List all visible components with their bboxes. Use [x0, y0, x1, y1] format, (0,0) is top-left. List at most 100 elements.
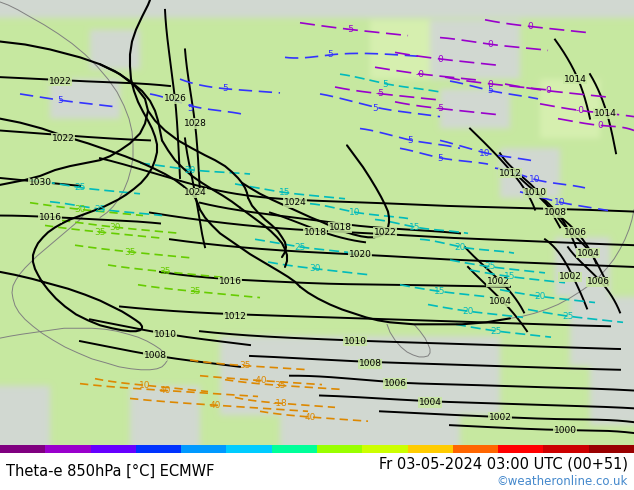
Text: 0: 0: [437, 55, 443, 64]
Bar: [362, 445, 408, 453]
Text: 35: 35: [190, 287, 201, 296]
Text: 35: 35: [159, 268, 171, 276]
Text: 25: 25: [74, 183, 86, 193]
Text: 10: 10: [139, 381, 151, 390]
Text: 30: 30: [74, 205, 86, 214]
Text: 1008: 1008: [543, 208, 567, 217]
Text: 25: 25: [94, 205, 106, 214]
Text: 0: 0: [487, 79, 493, 89]
Text: 20: 20: [534, 292, 546, 301]
Bar: [498, 445, 543, 453]
Bar: [317, 445, 362, 453]
Text: 1024: 1024: [283, 198, 306, 207]
Text: 5: 5: [487, 86, 493, 96]
Bar: [91, 445, 136, 453]
Bar: [272, 445, 317, 453]
Text: 40: 40: [159, 386, 171, 395]
Text: 5: 5: [437, 154, 443, 163]
Text: Fr 03-05-2024 03:00 UTC (00+51): Fr 03-05-2024 03:00 UTC (00+51): [378, 456, 628, 471]
Text: -0: -0: [576, 106, 585, 115]
Text: 10: 10: [349, 208, 361, 217]
Bar: [181, 445, 226, 453]
Text: 5: 5: [382, 79, 388, 89]
Text: 1004: 1004: [576, 248, 599, 258]
Text: ©weatheronline.co.uk: ©weatheronline.co.uk: [496, 475, 628, 489]
Text: 10: 10: [529, 175, 541, 184]
Text: 30: 30: [109, 223, 120, 232]
Bar: [136, 445, 181, 453]
Text: 1004: 1004: [418, 398, 441, 407]
Text: 40: 40: [304, 413, 316, 422]
Text: 20: 20: [462, 307, 474, 316]
Text: -5: -5: [375, 90, 384, 98]
Text: 0: 0: [545, 86, 551, 96]
Text: 1000: 1000: [553, 426, 576, 435]
Text: 5: 5: [407, 136, 413, 145]
Text: 35: 35: [239, 361, 251, 370]
Text: 5: 5: [222, 84, 228, 94]
Text: 5: 5: [187, 104, 193, 113]
Text: 1006: 1006: [564, 228, 586, 237]
Text: 1002: 1002: [559, 272, 581, 281]
Text: 1028: 1028: [184, 119, 207, 128]
Text: -40: -40: [253, 376, 268, 385]
Text: 1014: 1014: [564, 74, 586, 84]
Bar: [45, 445, 91, 453]
Text: 1020: 1020: [349, 249, 372, 259]
Bar: [226, 445, 272, 453]
Text: 35: 35: [94, 228, 106, 237]
Text: 1018: 1018: [304, 228, 327, 237]
Text: 20: 20: [455, 243, 466, 252]
Text: 1016: 1016: [39, 213, 61, 222]
Text: 1002: 1002: [486, 277, 510, 286]
Text: 0: 0: [597, 121, 603, 130]
Text: 30: 30: [309, 265, 321, 273]
Text: 1030: 1030: [29, 178, 51, 187]
Text: 1022: 1022: [373, 228, 396, 237]
Text: 1026: 1026: [164, 95, 186, 103]
Text: 5: 5: [327, 50, 333, 59]
Text: 1002: 1002: [489, 413, 512, 422]
Text: 15: 15: [410, 223, 421, 232]
Text: 1008: 1008: [143, 351, 167, 361]
Text: 0: 0: [487, 40, 493, 49]
Text: 20: 20: [184, 166, 196, 174]
Text: 15: 15: [279, 188, 291, 197]
Text: -0: -0: [415, 70, 425, 79]
Text: 10: 10: [479, 149, 491, 158]
Text: 15: 15: [434, 287, 446, 296]
Text: 1006: 1006: [384, 379, 406, 388]
Text: 1010: 1010: [344, 337, 366, 345]
Text: 1018: 1018: [328, 223, 351, 232]
Text: 1012: 1012: [224, 312, 247, 321]
Text: 1012: 1012: [498, 169, 521, 177]
Text: 0: 0: [527, 22, 533, 31]
Text: 1022: 1022: [51, 134, 74, 143]
Text: 1016: 1016: [219, 277, 242, 286]
Text: 5: 5: [372, 104, 378, 113]
Text: 1008: 1008: [358, 359, 382, 368]
Bar: [453, 445, 498, 453]
Text: -5: -5: [436, 104, 444, 113]
Bar: [408, 445, 453, 453]
Text: 15: 15: [504, 272, 515, 281]
Bar: [543, 445, 589, 453]
Bar: [0, 445, 45, 453]
Text: 25: 25: [490, 327, 501, 336]
Text: 1004: 1004: [489, 297, 512, 306]
Text: 35: 35: [275, 381, 286, 390]
Text: 10: 10: [554, 198, 566, 207]
Text: 1010: 1010: [524, 188, 547, 197]
Text: 25: 25: [562, 312, 574, 321]
Text: 1006: 1006: [586, 277, 609, 286]
Text: 1022: 1022: [49, 76, 72, 86]
Text: 1010: 1010: [153, 330, 176, 339]
Text: 35: 35: [124, 247, 136, 257]
Text: 25: 25: [484, 263, 496, 271]
Text: 5: 5: [57, 97, 63, 105]
Text: -18: -18: [273, 399, 287, 408]
Text: 1024: 1024: [184, 188, 207, 197]
Text: 25: 25: [294, 243, 306, 252]
Text: Theta-e 850hPa [°C] ECMWF: Theta-e 850hPa [°C] ECMWF: [6, 464, 215, 479]
Text: 40: 40: [209, 401, 221, 410]
